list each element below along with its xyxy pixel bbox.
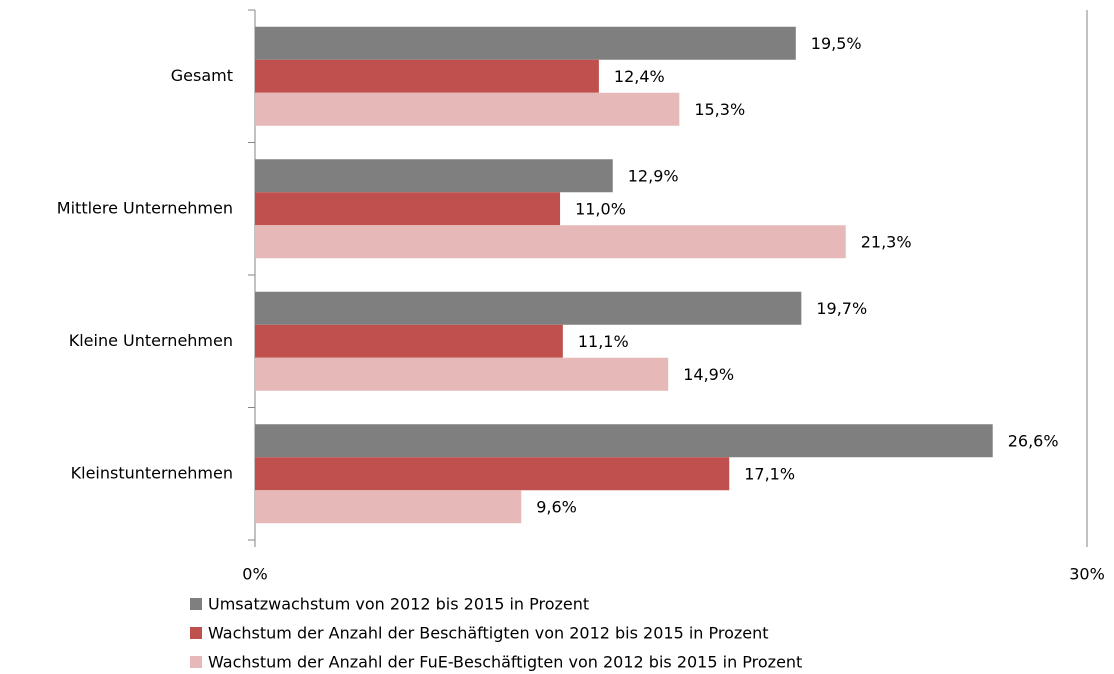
value-label: 21,3% <box>861 232 912 251</box>
value-label-bg <box>799 31 866 55</box>
value-label-bg <box>733 462 800 486</box>
value-label: 11,0% <box>575 199 626 218</box>
value-label: 12,4% <box>614 67 665 86</box>
value-label-bg <box>805 296 872 320</box>
value-label: 12,9% <box>628 166 679 185</box>
value-label: 11,1% <box>578 332 629 351</box>
bar <box>255 159 613 193</box>
value-label-bg <box>849 230 916 254</box>
value-label: 19,5% <box>811 34 862 53</box>
legend-swatch <box>190 656 202 668</box>
value-label: 17,1% <box>744 464 795 483</box>
y-tick-label: Mittlere Unternehmen <box>57 198 233 217</box>
y-tick-label: Kleinstunternehmen <box>71 463 233 482</box>
bar <box>255 291 802 325</box>
x-tick-label: 30% <box>1069 565 1105 584</box>
y-tick-label: Kleine Unternehmen <box>69 331 233 350</box>
value-label: 26,6% <box>1008 431 1059 450</box>
value-label-bg <box>672 362 739 386</box>
bar <box>255 457 730 491</box>
value-label-bg <box>564 197 631 221</box>
legend-label: Wachstum der Anzahl der Beschäftigten vo… <box>208 624 769 643</box>
value-label-bg <box>525 495 592 519</box>
value-label: 14,9% <box>683 365 734 384</box>
value-label-bg <box>566 329 633 353</box>
legend-label: Umsatzwachstum von 2012 bis 2015 in Proz… <box>208 595 589 614</box>
value-label-bg <box>602 64 669 88</box>
value-label-bg <box>683 97 750 121</box>
bar <box>255 490 522 524</box>
bar <box>255 92 680 126</box>
legend-swatch <box>190 598 202 610</box>
legend-swatch <box>190 627 202 639</box>
value-label: 19,7% <box>816 299 867 318</box>
bar <box>255 59 599 93</box>
y-tick-label: Gesamt <box>171 66 233 85</box>
value-label: 9,6% <box>536 497 577 516</box>
bar <box>255 424 993 458</box>
bar <box>255 26 796 60</box>
x-tick-label: 0% <box>242 565 267 584</box>
bar <box>255 192 561 226</box>
bar <box>255 357 669 391</box>
value-label: 15,3% <box>694 100 745 119</box>
bar <box>255 225 846 259</box>
bar <box>255 324 563 358</box>
value-label-bg <box>616 164 683 188</box>
legend-label: Wachstum der Anzahl der FuE-Beschäftigte… <box>208 653 802 672</box>
value-label-bg <box>996 429 1063 453</box>
